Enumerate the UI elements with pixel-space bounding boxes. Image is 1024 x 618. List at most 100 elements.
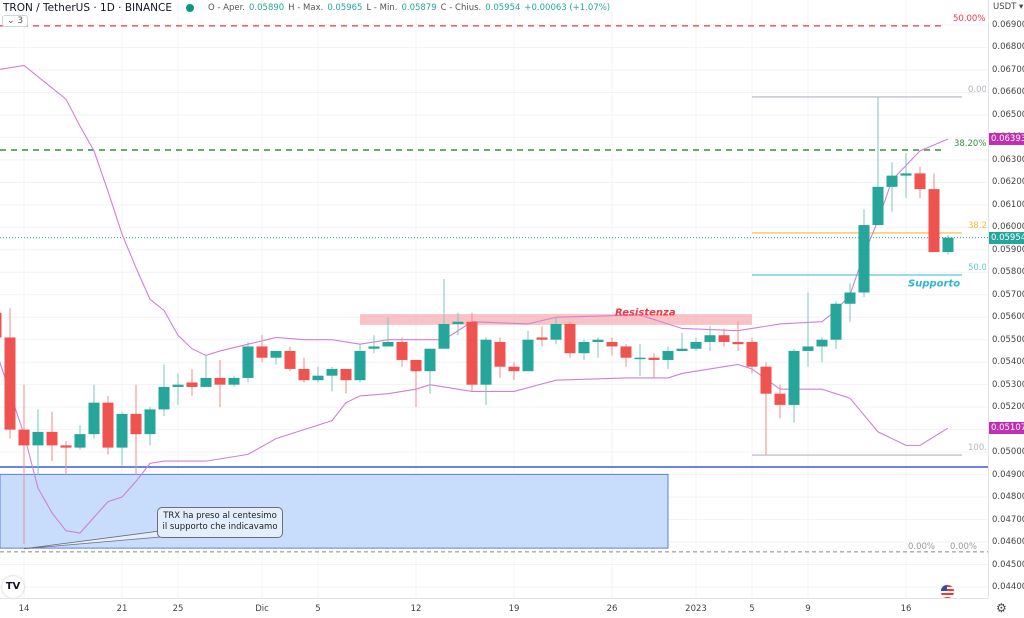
candle-body	[578, 341, 590, 354]
date-tick-label: 9	[805, 604, 811, 614]
candle-body	[592, 339, 604, 342]
tradingview-logo[interactable]: TV	[2, 576, 24, 598]
candle-body	[424, 348, 436, 372]
candle-body	[620, 346, 632, 358]
close-value: 0.05954	[485, 3, 521, 13]
indicators-collapse-button[interactable]: ⌄ 3	[2, 15, 29, 27]
candle-body	[830, 303, 842, 340]
close-label: C - Chius.	[440, 3, 482, 13]
candle-body	[438, 323, 450, 349]
candle-body	[732, 341, 744, 345]
candle-body	[256, 346, 268, 358]
date-tick-label: 12	[410, 604, 422, 614]
low-label: L - Min.	[366, 3, 398, 13]
price-axis[interactable]: USDT ▾ 0.06900 0.06800 0.06700 0.06600 0.065…	[988, 0, 1024, 598]
candle-body	[340, 368, 352, 381]
candle-body	[844, 292, 856, 304]
candle-body	[788, 350, 800, 405]
annotation-callout[interactable]: TRX ha preso al centesimo il supporto ch…	[157, 507, 283, 538]
change-value: +0.00063 (+1.07%)	[524, 3, 611, 13]
candle-body	[942, 237, 954, 253]
ohlc-values: O - Aper. 0.05890 H - Max. 0.05965 L - Min…	[208, 3, 610, 13]
candle-body	[88, 402, 100, 435]
fib-level-label: 0.00%	[968, 85, 986, 96]
date-tick-label: 2023	[685, 604, 707, 614]
date-tick-label: 5	[749, 604, 755, 614]
candle-body	[718, 335, 730, 342]
fib-level-label: 100.00%	[968, 443, 986, 454]
candle-body	[900, 173, 912, 176]
support-zone-rect	[0, 473, 669, 549]
time-axis[interactable]: 14 21 25 Dic 5 12 19 26 2023 5 9 16	[0, 598, 988, 618]
high-label: H - Max.	[288, 3, 324, 13]
price-tick-label: 0.06100	[992, 199, 1024, 210]
fib-level-label: 50.00%	[968, 263, 986, 274]
support-label: Supporto	[908, 278, 961, 290]
price-tick-label: 0.06600	[992, 87, 1024, 98]
candle-body	[676, 348, 688, 351]
candle-body	[186, 382, 198, 387]
us-flag-icon[interactable]	[941, 585, 954, 598]
symbol-header: TRON / TetherUS · 1D · BINANCE O - Aper.…	[3, 2, 610, 14]
price-chart[interactable]	[0, 0, 988, 598]
dotted-level-label-2: 0.00%	[908, 542, 936, 553]
price-tick-label: 0.05900	[992, 244, 1024, 255]
candle-body	[816, 339, 828, 347]
candle-body	[606, 341, 618, 347]
candle-body	[760, 366, 772, 394]
bollinger-upper-band	[0, 64, 949, 357]
currency-unit-dropdown[interactable]: USDT ▾	[993, 2, 1024, 12]
symbol-title[interactable]: TRON / TetherUS · 1D · BINANCE	[3, 2, 172, 14]
candle-body	[690, 341, 702, 349]
date-tick-label: Dic	[255, 604, 269, 614]
date-tick-label: 16	[900, 604, 912, 614]
dotted-level-label: 0.00%	[950, 542, 978, 553]
candle-body	[32, 431, 44, 446]
candle-body	[102, 402, 114, 448]
candle-body	[410, 359, 422, 372]
candle-body	[60, 445, 72, 448]
candle-body	[648, 357, 660, 360]
date-tick-label: 14	[18, 604, 30, 614]
bollinger-lower-band	[0, 361, 949, 534]
price-tick-label: 0.05700	[992, 289, 1024, 300]
price-tick-label: 0.06700	[992, 64, 1024, 75]
price-tick-label: 0.04700	[992, 514, 1024, 525]
price-tick-label: 0.06800	[992, 42, 1024, 53]
price-tick-label: 0.06300	[992, 154, 1024, 165]
candle-body	[228, 377, 240, 385]
candle-body	[354, 350, 366, 381]
price-tag: 0.05954	[989, 231, 1024, 244]
candle-body	[368, 346, 380, 349]
price-tick-label: 0.04500	[992, 559, 1024, 570]
callout-line-1: TRX ha preso al centesimo	[163, 511, 277, 521]
candle-body	[928, 189, 940, 253]
price-tick-label: 0.06000	[992, 222, 1024, 233]
candle-body	[298, 368, 310, 381]
candle-body	[74, 434, 86, 448]
candle-body	[382, 341, 394, 347]
candle-body	[634, 357, 646, 360]
callout-line-2: il supporto che indicavamo	[162, 522, 278, 532]
candle-body	[312, 375, 324, 381]
candle-body	[284, 350, 296, 369]
candle-body	[662, 350, 674, 360]
candle-body	[46, 431, 58, 446]
price-tick-label: 0.06900	[992, 20, 1024, 30]
settings-gear-icon[interactable]: ⚙	[996, 601, 1007, 615]
candle-body	[886, 175, 898, 187]
candle-body	[802, 346, 814, 351]
candle-body	[18, 429, 30, 446]
price-tick-label: 0.06200	[992, 177, 1024, 188]
candle-body	[536, 337, 548, 340]
date-tick-label: 26	[606, 604, 618, 614]
price-tick-label: 0.04400	[992, 582, 1024, 592]
price-tick-label: 0.06500	[992, 109, 1024, 120]
price-tick-label: 0.05000	[992, 447, 1024, 458]
candle-body	[494, 341, 506, 367]
candle-body	[242, 346, 254, 378]
market-status-dot	[185, 4, 194, 12]
candle-body	[550, 323, 562, 340]
candle-body	[0, 312, 2, 338]
candle-body	[914, 173, 926, 190]
